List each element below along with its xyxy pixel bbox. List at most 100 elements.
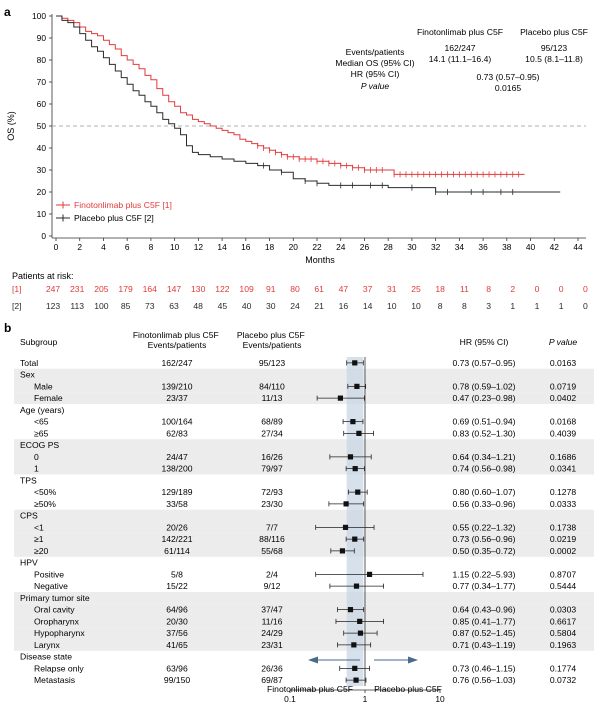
stats-p: 0.0165 xyxy=(495,83,522,93)
x-tick-label: 14 xyxy=(217,242,227,252)
risk-value: 164 xyxy=(143,284,158,294)
subgroup-label: Primary tumor site xyxy=(20,593,90,603)
fino-events: 99/150 xyxy=(164,675,191,685)
forest-headers: Subgroup Finotonlimab plus C5F Events/pa… xyxy=(20,330,577,350)
overall-ci-band xyxy=(346,357,364,686)
header-fino: Finotonlimab plus C5F Events/patients xyxy=(133,330,221,350)
subgroup-label: 0 xyxy=(34,452,39,462)
subgroup-label: Oropharynx xyxy=(34,616,80,626)
risk-value: 91 xyxy=(266,284,276,294)
forest-tick-label: 1 xyxy=(363,694,368,704)
subgroup-label: Disease state xyxy=(20,652,72,662)
hr-point xyxy=(366,571,373,577)
risk-value: 40 xyxy=(242,301,252,311)
hr-point xyxy=(347,454,354,460)
x-tick-label: 22 xyxy=(312,242,322,252)
header-placebo-line2: Events/patients xyxy=(243,340,302,350)
subgroup-label: Total xyxy=(20,358,38,368)
risk-value: 21 xyxy=(314,301,324,311)
x-tick-label: 28 xyxy=(384,242,394,252)
arrow-left-label: Finotonlimab plus C5F xyxy=(267,684,353,694)
risk-value: 1 xyxy=(510,301,515,311)
hr-point xyxy=(352,466,358,472)
placebo-events: 69/87 xyxy=(261,675,283,685)
placebo-events: 23/31 xyxy=(261,640,283,650)
subgroup-label: TPS xyxy=(20,475,37,485)
fino-events: 23/37 xyxy=(166,393,188,403)
stats-label-hr: HR (95% CI) xyxy=(351,69,400,79)
y-tick-label: 70 xyxy=(37,77,47,87)
risk-row-label: [1] xyxy=(12,284,22,294)
risk-value: 0 xyxy=(583,301,588,311)
hr-point xyxy=(355,489,361,495)
hr-value: 0.69 (0.51–0.94) xyxy=(452,417,515,427)
x-axis-label: Months xyxy=(305,255,335,265)
fino-events: 41/65 xyxy=(166,640,188,650)
risk-value: 63 xyxy=(169,301,179,311)
hr-value: 0.50 (0.35–0.72) xyxy=(452,546,515,556)
hr-point xyxy=(350,419,356,425)
hr-point xyxy=(347,607,354,613)
hr-point xyxy=(351,642,357,648)
subgroup-label: Sex xyxy=(20,370,36,380)
hr-value: 0.85 (0.41–1.77) xyxy=(452,616,515,626)
header-placebo-line1: Placebo plus C5F xyxy=(237,330,305,340)
subgroup-label: Male xyxy=(34,381,53,391)
placebo-events: 23/30 xyxy=(261,499,283,509)
row-shade xyxy=(14,545,594,557)
forest-tick-label: 0.1 xyxy=(284,694,296,704)
row-shade xyxy=(14,533,594,545)
hr-value: 0.64 (0.34–1.21) xyxy=(452,452,515,462)
subgroup-label: Positive xyxy=(34,569,64,579)
row-shade xyxy=(14,462,594,475)
row-shade xyxy=(14,451,594,463)
risk-value: 48 xyxy=(193,301,203,311)
risk-value: 0 xyxy=(535,284,540,294)
forest-tick-label: 10 xyxy=(435,694,445,704)
subgroup-label: Negative xyxy=(34,581,68,591)
hr-point xyxy=(357,618,363,624)
risk-value: 37 xyxy=(363,284,373,294)
risk-table: [1] 247 231 205 179 164 147 130 122 109 91 80 61 47 37… xyxy=(12,284,588,311)
placebo-events: 84/110 xyxy=(259,381,285,391)
x-tick-label: 36 xyxy=(478,242,488,252)
risk-value: 231 xyxy=(70,284,85,294)
stats-header-placebo: Placebo plus C5F xyxy=(520,27,588,37)
subgroup-label: <65 xyxy=(34,417,49,427)
risk-value: 47 xyxy=(339,284,349,294)
fino-events: 142/221 xyxy=(161,534,192,544)
y-tick-label: 60 xyxy=(37,99,47,109)
fino-events: 20/30 xyxy=(166,616,188,626)
hr-value: 0.56 (0.33–0.96) xyxy=(452,499,515,509)
placebo-events: 79/97 xyxy=(261,464,283,474)
p-value: 0.1774 xyxy=(550,663,577,673)
x-tick-label: 6 xyxy=(125,242,130,252)
subgroup-label: Larynx xyxy=(34,640,60,650)
survival-curves xyxy=(56,15,561,195)
placebo-events: 16/26 xyxy=(261,452,283,462)
hr-value: 0.71 (0.43–1.19) xyxy=(452,640,515,650)
x-tick-label: 30 xyxy=(407,242,417,252)
risk-value: 25 xyxy=(411,284,421,294)
stats-fino-median: 14.1 (11.1–16.4) xyxy=(429,54,492,64)
hr-point xyxy=(339,548,346,554)
stats-label-events: Events/patients xyxy=(346,47,405,57)
hr-point xyxy=(342,524,349,530)
p-value: 0.0732 xyxy=(550,675,577,685)
panel-a-label: a xyxy=(4,5,11,19)
stats-placebo-median: 10.5 (8.1–11.8) xyxy=(525,54,583,64)
subgroup-label: HPV xyxy=(20,558,38,568)
hr-point xyxy=(352,665,358,671)
stats-label-p: P value xyxy=(361,81,390,91)
y-axis-label: OS (%) xyxy=(6,111,16,141)
p-value: 0.0719 xyxy=(550,381,577,391)
row-shade xyxy=(14,639,594,651)
p-value: 0.1738 xyxy=(550,522,577,532)
fino-events: 139/210 xyxy=(161,381,192,391)
risk-value: 247 xyxy=(46,284,61,294)
hr-point xyxy=(343,501,349,507)
subgroup-label: <1 xyxy=(34,522,44,532)
km-curve-placebo xyxy=(56,15,561,193)
forest-x-axis: 0.1 1 10 xyxy=(284,689,445,704)
